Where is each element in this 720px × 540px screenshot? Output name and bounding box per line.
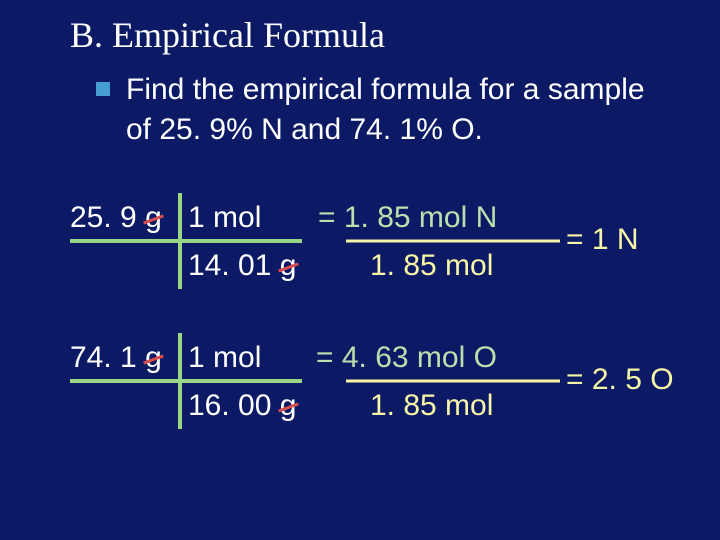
problem-text: Find the empirical formula for a sample … bbox=[126, 73, 645, 146]
calc-row-nitrogen: 25. 9 g 1 mol 14. 01 g = 1. 85 mol N 1. … bbox=[70, 179, 672, 309]
numerator-cell: 1 mol bbox=[188, 201, 261, 235]
denom-unit: g bbox=[280, 389, 297, 422]
problem-statement: Find the empirical formula for a sample … bbox=[96, 70, 672, 149]
mass-cell: 74. 1 g bbox=[70, 341, 162, 375]
numerator-cell: 1 mol bbox=[188, 341, 261, 375]
slide: B. Empirical Formula Find the empirical … bbox=[0, 0, 720, 540]
denom-value: 16. 00 bbox=[188, 389, 271, 422]
ratio-result: = 1 N bbox=[566, 223, 639, 257]
denominator-cell: 14. 01 g bbox=[188, 249, 296, 283]
ratio-result: = 2. 5 O bbox=[566, 363, 674, 397]
slide-title: B. Empirical Formula bbox=[70, 14, 672, 56]
calculation-area: 25. 9 g 1 mol 14. 01 g = 1. 85 mol N 1. … bbox=[70, 179, 672, 449]
denom-value: 14. 01 bbox=[188, 249, 271, 282]
mass-unit: g bbox=[145, 201, 162, 234]
ratio-divisor: 1. 85 mol bbox=[370, 249, 493, 283]
mass-cell: 25. 9 g bbox=[70, 201, 162, 235]
bullet-icon bbox=[96, 82, 110, 96]
mol-result: = 1. 85 mol N bbox=[318, 201, 497, 235]
calc-row-oxygen: 74. 1 g 1 mol 16. 00 g = 4. 63 mol O 1. … bbox=[70, 319, 672, 449]
mass-value: 25. 9 bbox=[70, 201, 137, 234]
mol-result: = 4. 63 mol O bbox=[316, 341, 497, 375]
denom-unit: g bbox=[280, 249, 297, 282]
mass-value: 74. 1 bbox=[70, 341, 137, 374]
mass-unit: g bbox=[145, 341, 162, 374]
ratio-divisor: 1. 85 mol bbox=[370, 389, 493, 423]
denominator-cell: 16. 00 g bbox=[188, 389, 296, 423]
